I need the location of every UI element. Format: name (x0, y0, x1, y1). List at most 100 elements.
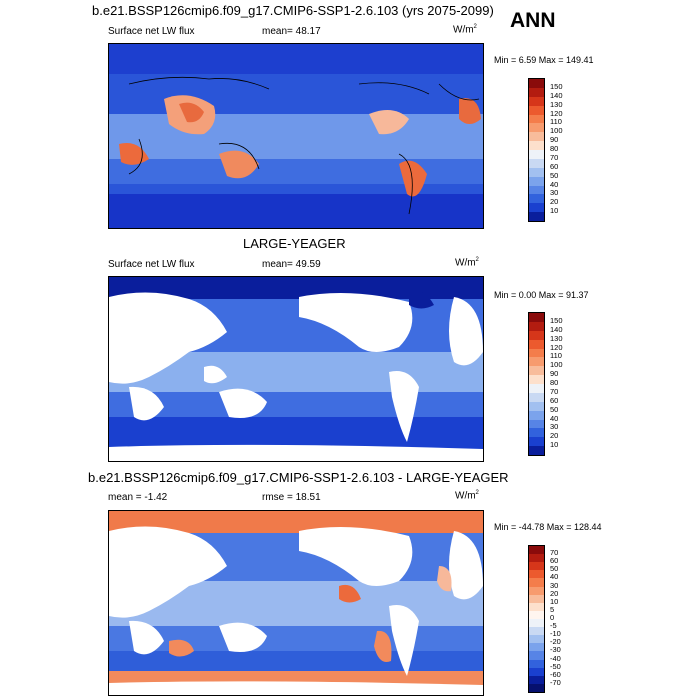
panel3-colorbar-swatch-6 (529, 594, 544, 603)
panel1-colorbar-tick-label: 120 (550, 108, 563, 118)
panel3-colorbar-swatch-13 (529, 651, 544, 660)
season-label: ANN (510, 9, 556, 32)
panel1-units: W/m2 (453, 24, 477, 36)
panel1-colorbar-tick-label: 110 (550, 117, 562, 127)
panel2-field-label: Surface net LW flux (108, 259, 195, 270)
panel3-rmse: rmse = 18.51 (262, 492, 321, 503)
panel3-colorbar-tick-label: -60 (550, 669, 561, 679)
panel2-colorbar-swatch-11 (529, 410, 544, 420)
panel3-colorbar-tick-label: -20 (550, 637, 561, 647)
panel1-colorbar-tick-label: 100 (550, 126, 563, 136)
panel3-colorbar-swatch-11 (529, 635, 544, 644)
panel2-colorbar-swatch-6 (529, 366, 544, 376)
panel2-colorbar-tick-label: 120 (550, 342, 563, 352)
panel1-colorbar-tick-label: 10 (550, 206, 559, 216)
panel1-colorbar-swatch-12 (529, 185, 544, 195)
panel2-colorbar-tick-label: 60 (550, 395, 559, 405)
panel3-colorbar-swatch-5 (529, 586, 544, 595)
panel2-minmax: Min = 0.00 Max = 91.37 (494, 290, 589, 300)
panel2-colorbar-tick-label: 10 (550, 440, 559, 450)
panel3-colorbar-swatch-9 (529, 618, 544, 628)
panel1-map-svg (109, 44, 483, 228)
panel1-colorbar-swatch-9 (529, 158, 544, 168)
panel2-colorbar-tick-label: 40 (550, 413, 559, 423)
panel3-colorbar-tick-label: 40 (550, 572, 559, 582)
panel1-colorbar-swatch-13 (529, 194, 544, 204)
panel2-colorbar-tick-label: 150 (550, 315, 563, 325)
panel3-title: b.e21.BSSP126cmip6.f09_g17.CMIP6-SSP1-2.… (88, 470, 509, 485)
panel1-colorbar-tick-label: 30 (550, 188, 559, 198)
panel2-title: LARGE-YEAGER (243, 236, 346, 251)
panel1-colorbar (528, 78, 545, 222)
panel1-minmax: Min = 6.59 Max = 149.41 (494, 55, 594, 65)
panel2-colorbar-swatch-1 (529, 321, 544, 331)
panel2-colorbar-tick-label: 140 (550, 324, 563, 334)
panel2-colorbar-tick-label: 30 (550, 422, 559, 432)
panel1-title: b.e21.BSSP126cmip6.f09_g17.CMIP6-SSP1-2.… (92, 3, 494, 18)
panel2-colorbar-tick-label: 130 (550, 333, 563, 343)
panel1-colorbar-swatch-6 (529, 132, 544, 142)
panel1-colorbar-swatch-15 (529, 212, 544, 221)
panel2-colorbar-tick-label: 110 (550, 351, 562, 361)
panel2-colorbar-tick-label: 80 (550, 378, 559, 387)
panel1-colorbar-tick-label: 50 (550, 170, 559, 180)
panel3-colorbar-swatch-1 (529, 554, 544, 563)
panel2-colorbar-tick-label: 100 (550, 360, 563, 370)
panel1-colorbar-swatch-8 (529, 150, 544, 159)
panel3-map (108, 510, 484, 696)
panel2-colorbar-swatch-4 (529, 348, 544, 358)
panel3-colorbar-swatch-3 (529, 570, 544, 579)
panel3-colorbar-swatch-7 (529, 602, 544, 611)
panel3-colorbar-swatch-14 (529, 659, 544, 668)
panel1-mean: mean= 48.17 (262, 26, 321, 37)
panel2-colorbar-swatch-13 (529, 428, 544, 438)
panel3-colorbar-tick-label: 10 (550, 596, 559, 606)
panel3-colorbar-swatch-10 (529, 627, 544, 636)
panel2-colorbar-swatch-12 (529, 419, 544, 429)
panel2-colorbar-swatch-7 (529, 375, 544, 384)
panel3-units: W/m2 (455, 490, 479, 502)
panel3-colorbar-swatch-8 (529, 610, 544, 619)
panel3-mean: mean = -1.42 (108, 492, 168, 503)
panel2-mean: mean= 49.59 (262, 259, 321, 270)
panel3-colorbar-swatch-12 (529, 643, 544, 652)
panel1-colorbar-tick-label: 80 (550, 144, 559, 153)
panel3-colorbar-tick-label: -40 (550, 653, 561, 663)
panel3-colorbar-tick-label: 30 (550, 580, 559, 590)
panel2-colorbar-swatch-9 (529, 392, 544, 402)
panel2-colorbar-swatch-8 (529, 384, 544, 393)
panel3-colorbar-tick-label: 5 (550, 604, 555, 614)
panel1-map (108, 43, 484, 229)
panel3-colorbar-swatch-0 (529, 546, 544, 555)
panel2-colorbar-swatch-0 (529, 313, 544, 322)
panel1-colorbar-tick-label: 150 (550, 81, 563, 91)
panel3-map-svg (109, 511, 483, 695)
panel1-colorbar-swatch-14 (529, 203, 544, 213)
panel3-colorbar-swatch-17 (529, 683, 544, 692)
panel3-colorbar-swatch-16 (529, 675, 544, 684)
panel1-colorbar-tick-label: 40 (550, 179, 559, 189)
panel3-minmax: Min = -44.78 Max = 128.44 (494, 522, 602, 532)
panel3-colorbar-tick-label: -10 (550, 629, 561, 639)
panel2-colorbar-swatch-14 (529, 437, 544, 447)
panel1-colorbar-tick-label: 20 (550, 197, 559, 207)
panel1-colorbar-swatch-11 (529, 176, 544, 186)
panel2-colorbar-swatch-10 (529, 401, 544, 411)
panel3-colorbar-tick-label: -5 (550, 621, 557, 631)
panel1-colorbar-swatch-4 (529, 114, 544, 124)
panel1-colorbar-tick-label: 60 (550, 161, 559, 171)
panel2-colorbar-tick-label: 20 (550, 431, 559, 441)
panel1-colorbar-swatch-5 (529, 123, 544, 133)
panel3-colorbar-tick-label: 0 (550, 613, 555, 622)
panel2-colorbar-tick-label: 50 (550, 404, 559, 414)
panel3-colorbar-tick-label: 60 (550, 556, 559, 566)
panel2-map-svg (109, 277, 483, 461)
panel1-colorbar-tick-label: 90 (550, 135, 559, 145)
panel1-colorbar-swatch-10 (529, 167, 544, 177)
panel2-colorbar (528, 312, 545, 456)
panel1-field-label: Surface net LW flux (108, 26, 195, 37)
panel2-colorbar-swatch-2 (529, 330, 544, 340)
panel2-colorbar-tick-label: 90 (550, 369, 559, 379)
panel3-colorbar-swatch-4 (529, 578, 544, 587)
panel1-colorbar-tick-label: 70 (550, 152, 559, 162)
